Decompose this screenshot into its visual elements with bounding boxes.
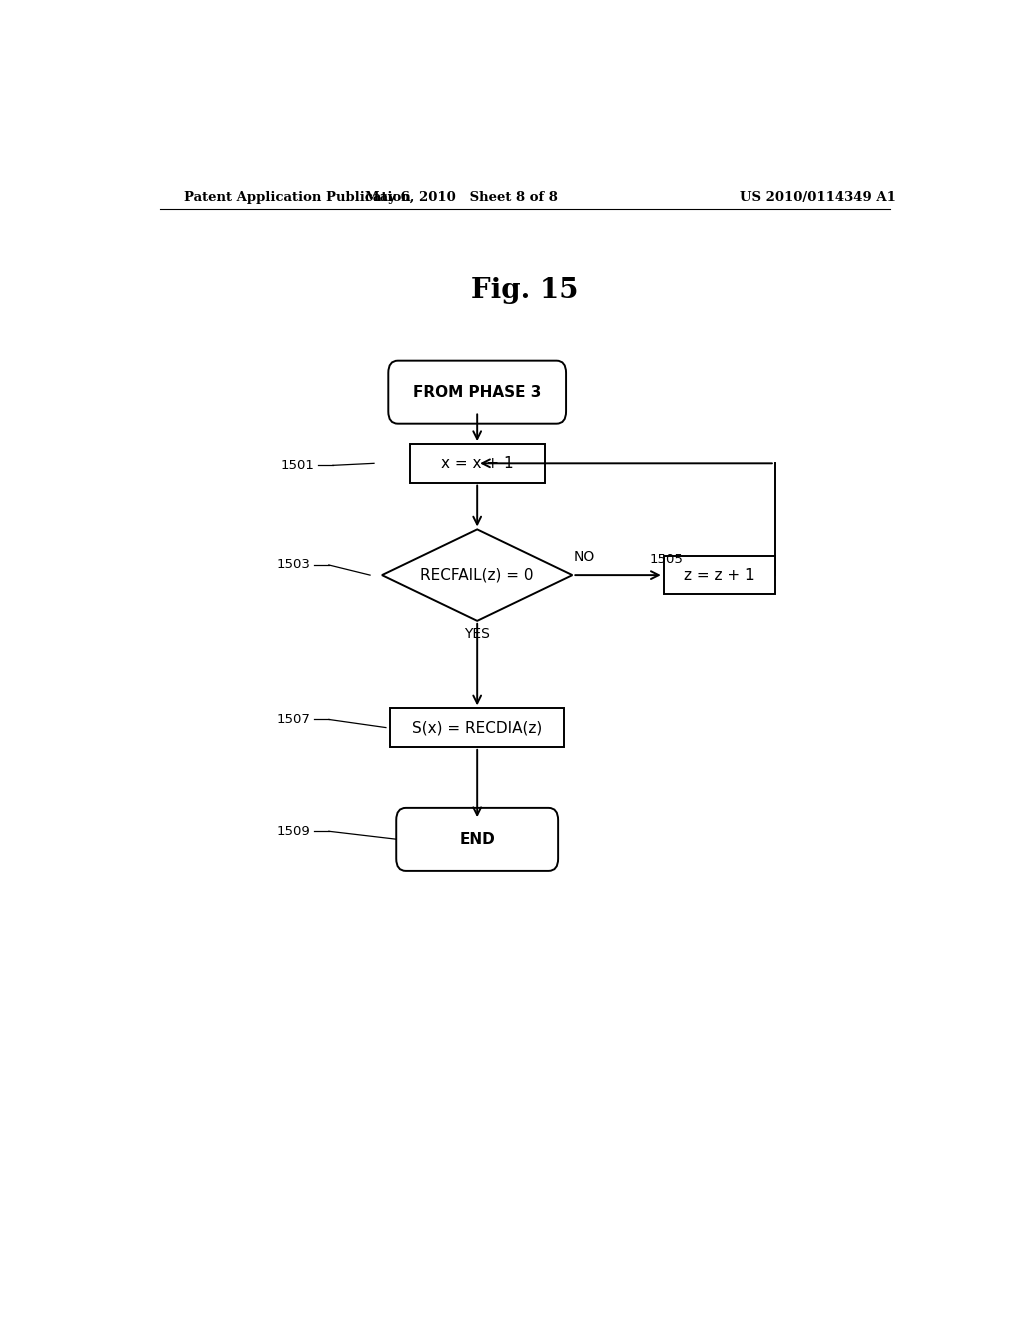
Text: S(x) = RECDIA(z): S(x) = RECDIA(z): [412, 721, 543, 735]
Bar: [410, 444, 545, 483]
Text: 1505: 1505: [649, 553, 684, 566]
Text: RECFAIL(z) = 0: RECFAIL(z) = 0: [421, 568, 534, 582]
Text: z = z + 1: z = z + 1: [684, 568, 755, 582]
Text: Fig. 15: Fig. 15: [471, 277, 579, 304]
Text: Patent Application Publication: Patent Application Publication: [183, 190, 411, 203]
Text: 1503: 1503: [276, 558, 310, 572]
Text: NO: NO: [573, 550, 595, 564]
Polygon shape: [382, 529, 572, 620]
Text: US 2010/0114349 A1: US 2010/0114349 A1: [740, 190, 896, 203]
Text: YES: YES: [464, 627, 490, 642]
Text: END: END: [460, 832, 495, 847]
Text: 1507: 1507: [276, 713, 310, 726]
Text: 1509: 1509: [276, 825, 310, 838]
Text: May 6, 2010   Sheet 8 of 8: May 6, 2010 Sheet 8 of 8: [365, 190, 558, 203]
FancyBboxPatch shape: [388, 360, 566, 424]
FancyBboxPatch shape: [396, 808, 558, 871]
Bar: [664, 556, 775, 594]
Text: 1501: 1501: [281, 459, 314, 471]
Text: FROM PHASE 3: FROM PHASE 3: [413, 384, 542, 400]
Bar: [390, 709, 564, 747]
Text: x = x + 1: x = x + 1: [441, 455, 513, 471]
